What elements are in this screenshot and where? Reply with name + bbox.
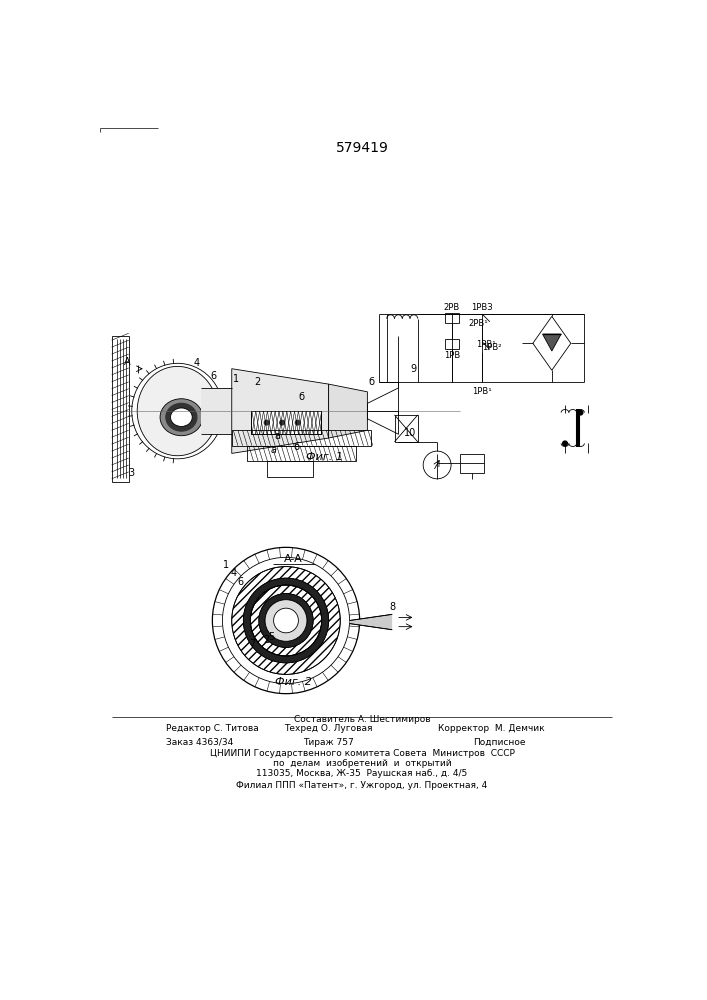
- Text: 10: 10: [404, 428, 416, 438]
- Text: 4: 4: [231, 568, 237, 578]
- Text: б: б: [368, 377, 374, 387]
- Text: 579419: 579419: [336, 141, 388, 155]
- Bar: [445, 312, 459, 323]
- Polygon shape: [542, 334, 561, 351]
- Text: б: б: [298, 392, 305, 402]
- Text: 8: 8: [389, 602, 395, 612]
- Text: 9: 9: [411, 364, 417, 374]
- Text: 1РВЗ: 1РВЗ: [472, 303, 493, 312]
- Ellipse shape: [170, 408, 192, 426]
- Text: 2РВ¹: 2РВ¹: [469, 319, 488, 328]
- Circle shape: [578, 410, 583, 415]
- Text: 2: 2: [264, 635, 270, 645]
- Text: Фиг. 1: Фиг. 1: [306, 452, 343, 462]
- Circle shape: [296, 420, 300, 425]
- Circle shape: [563, 441, 567, 446]
- Bar: [112, 336, 129, 482]
- Text: 5: 5: [268, 632, 274, 642]
- Bar: [460, 454, 484, 473]
- Circle shape: [274, 608, 298, 633]
- Bar: [247, 446, 356, 461]
- Text: 1РВ¹: 1РВ¹: [472, 387, 492, 396]
- Circle shape: [223, 557, 349, 684]
- Text: 6: 6: [211, 371, 217, 381]
- Text: 2РВ: 2РВ: [444, 303, 460, 312]
- Text: Техред О. Луговая: Техред О. Луговая: [284, 724, 373, 733]
- Polygon shape: [232, 369, 329, 453]
- Text: 1РВ: 1РВ: [444, 351, 460, 360]
- Text: б: б: [293, 442, 300, 452]
- Text: Заказ 4363/34: Заказ 4363/34: [166, 738, 233, 747]
- Bar: [201, 388, 232, 434]
- Bar: [445, 339, 459, 349]
- Text: 2: 2: [255, 377, 260, 387]
- Circle shape: [250, 585, 322, 656]
- Text: 6: 6: [238, 577, 243, 587]
- Text: A-A: A-A: [284, 554, 303, 564]
- Text: a: a: [274, 431, 281, 441]
- Text: 3: 3: [128, 468, 134, 478]
- Polygon shape: [349, 614, 392, 630]
- Bar: [251, 411, 321, 434]
- Circle shape: [259, 594, 313, 647]
- Ellipse shape: [170, 407, 193, 427]
- Ellipse shape: [166, 403, 197, 431]
- Text: 113035, Москва, Ж-35  Раушская наб., д. 4/5: 113035, Москва, Ж-35 Раушская наб., д. 4…: [257, 769, 467, 778]
- Circle shape: [265, 600, 307, 641]
- Circle shape: [264, 420, 269, 425]
- Circle shape: [243, 578, 329, 663]
- Bar: [251, 411, 321, 434]
- Text: Тираж 757: Тираж 757: [303, 738, 354, 747]
- Ellipse shape: [137, 366, 218, 456]
- Text: Редактор С. Титова: Редактор С. Титова: [166, 724, 259, 733]
- Text: A: A: [124, 357, 130, 367]
- Ellipse shape: [160, 399, 203, 436]
- Text: Подписное: Подписное: [473, 738, 525, 747]
- Text: 7: 7: [250, 639, 256, 649]
- Circle shape: [243, 578, 329, 663]
- Text: 1: 1: [233, 374, 239, 384]
- Circle shape: [259, 594, 313, 647]
- Circle shape: [265, 600, 307, 641]
- Text: Фиг. 2: Фиг. 2: [275, 677, 312, 687]
- Text: 4: 4: [194, 358, 200, 368]
- Text: ЦНИИПИ Государственного комитета Совета  Министров  СССР: ЦНИИПИ Государственного комитета Совета …: [209, 749, 515, 758]
- Text: 1РВ¹: 1РВ¹: [476, 340, 496, 349]
- Text: 1РВ²: 1РВ²: [481, 343, 501, 352]
- Text: Филиал ППП «Патент», г. Ужгород, ул. Проектная, 4: Филиал ППП «Патент», г. Ужгород, ул. Про…: [236, 781, 488, 790]
- Text: a: a: [271, 445, 276, 455]
- Text: Корректор  М. Демчик: Корректор М. Демчик: [438, 724, 544, 733]
- Circle shape: [280, 420, 284, 425]
- Polygon shape: [329, 384, 368, 438]
- Text: по  делам  изобретений  и  открытий: по делам изобретений и открытий: [273, 759, 451, 768]
- Bar: [232, 430, 371, 446]
- Bar: [395, 415, 418, 442]
- Text: 1: 1: [223, 560, 229, 570]
- Bar: [267, 461, 313, 477]
- Text: Составитель А. Шестимиров: Составитель А. Шестимиров: [293, 715, 431, 724]
